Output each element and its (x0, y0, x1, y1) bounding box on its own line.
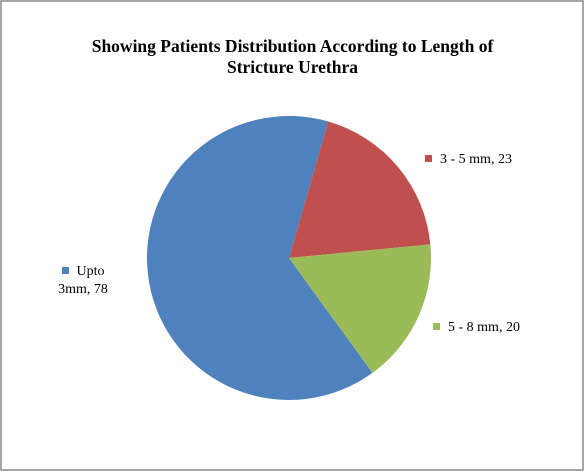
pie-slice (289, 121, 431, 258)
data-label: 5 - 8 mm, 20 (433, 319, 573, 337)
data-label: 3 - 5 mm, 23 (425, 151, 565, 169)
data-label-text: 5 - 8 mm, 20 (448, 320, 520, 335)
label-key (433, 323, 440, 330)
data-label: Upto 3mm, 78 (47, 263, 119, 299)
label-key (61, 267, 69, 274)
data-label-text: Upto 3mm, 78 (58, 264, 108, 297)
pie-slice (289, 244, 431, 373)
pie-slice (147, 115, 373, 400)
data-label-text: 3 - 5 mm, 23 (440, 152, 512, 167)
label-key (425, 155, 432, 162)
chart-title: Showing Patients Distribution According … (91, 36, 494, 77)
